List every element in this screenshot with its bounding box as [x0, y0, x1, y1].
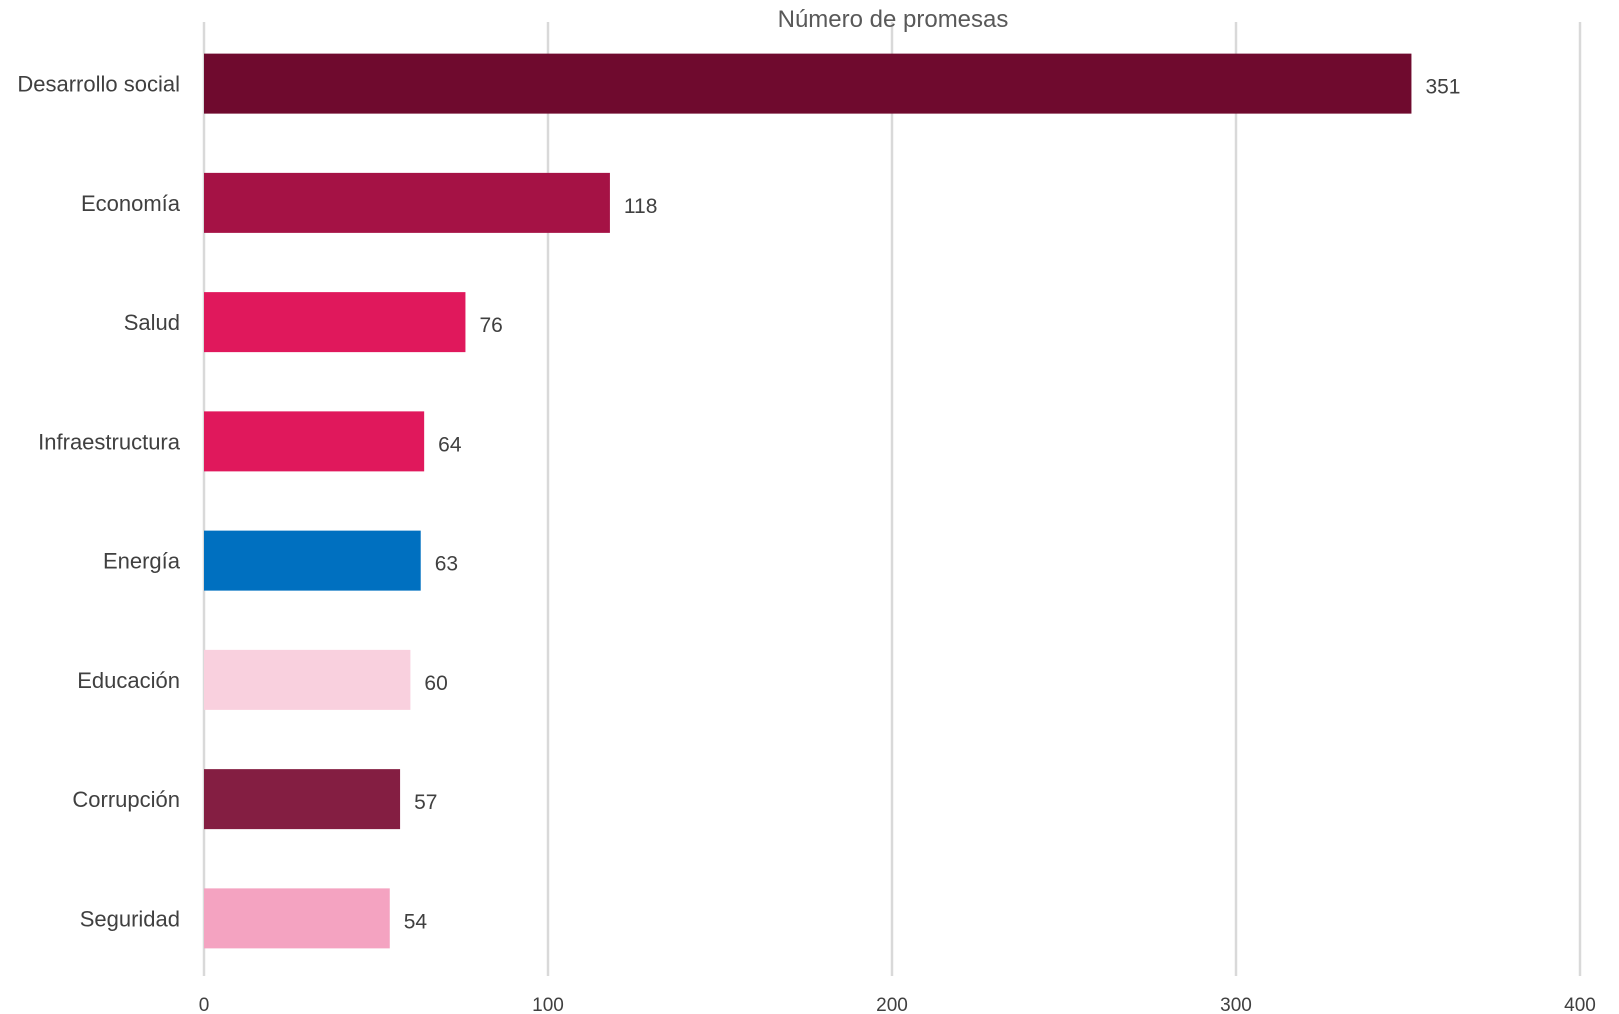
bar-infraestructura	[204, 411, 425, 472]
category-label: Corrupción	[72, 787, 180, 812]
bar-economía	[204, 172, 610, 233]
category-label: Infraestructura	[38, 429, 181, 454]
bar-salud	[204, 292, 466, 353]
data-label: 63	[435, 553, 458, 576]
category-label: Educación	[77, 668, 180, 693]
labels: 0 100 200 300 400 Desarrollo social 351 Economí…	[17, 72, 1595, 1014]
data-label: 54	[404, 910, 428, 933]
data-label: 76	[479, 314, 502, 337]
bars	[204, 53, 1412, 949]
gridlines	[202, 22, 1582, 976]
x-tick-label: 300	[1220, 995, 1252, 1014]
data-label: 118	[624, 195, 657, 218]
bar-energía	[204, 530, 421, 591]
x-tick-label: 400	[1564, 995, 1596, 1014]
data-label: 57	[414, 791, 437, 814]
category-label: Economía	[81, 191, 181, 216]
data-label: 64	[438, 433, 462, 456]
category-label: Salud	[124, 310, 180, 335]
category-label: Seguridad	[80, 906, 180, 931]
x-tick-label: 200	[876, 995, 908, 1014]
category-label: Energía	[103, 549, 181, 574]
x-tick-label: 100	[532, 995, 564, 1014]
category-label: Desarrollo social	[17, 72, 180, 97]
bar-desarrollo-social	[204, 53, 1412, 114]
x-tick-label: 0	[199, 995, 210, 1014]
bar-seguridad	[204, 888, 390, 949]
bar-corrupción	[204, 769, 401, 830]
x-axis-title: Número de promesas	[778, 6, 1009, 33]
data-label: 60	[424, 672, 447, 695]
bar-educación	[204, 649, 411, 710]
data-label: 351	[1425, 76, 1460, 99]
